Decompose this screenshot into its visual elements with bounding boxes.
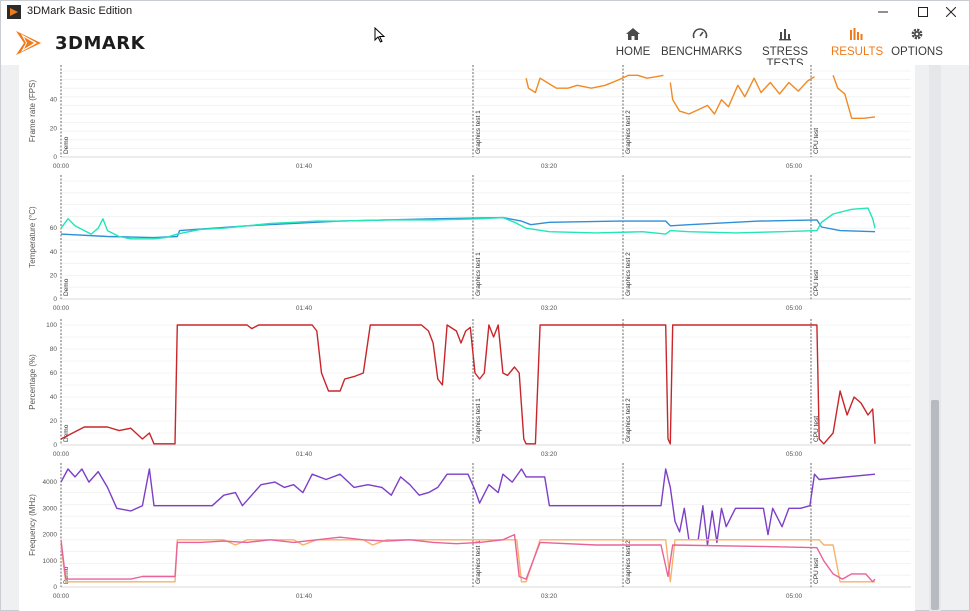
title-bar: 3DMark Basic Edition [1, 1, 969, 23]
y-axis-title: Temperature (°C) [28, 206, 37, 268]
series-line [60, 539, 875, 583]
x-tick-label: 03:20 [541, 451, 558, 458]
x-tick-label: 05:00 [786, 451, 803, 458]
x-tick-label: 00:00 [53, 593, 70, 600]
y-tick-label: 40 [50, 249, 58, 256]
test-marker-label: CPU test [813, 270, 820, 296]
vertical-scrollbar[interactable] [929, 65, 941, 611]
series-line [832, 75, 876, 119]
y-tick-label: 0 [53, 154, 57, 161]
app-header: 3DMARK HOME BENCHMARKS STRESS TESTS RESU… [1, 23, 969, 70]
series-line [525, 74, 664, 94]
nav-options[interactable]: OPTIONS [889, 25, 945, 65]
y-tick-label: 60 [50, 225, 58, 232]
x-tick-label: 00:00 [53, 305, 70, 312]
gear-icon [911, 28, 923, 40]
app-icon [7, 5, 21, 19]
test-marker-label: Graphics test 1 [475, 252, 482, 296]
y-tick-label: 40 [50, 97, 58, 104]
logo-mark-icon [16, 31, 41, 55]
x-tick-label: 05:00 [786, 305, 803, 312]
series-line [60, 324, 876, 445]
x-tick-label: 01:40 [296, 305, 313, 312]
scrollbar-thumb[interactable] [931, 400, 939, 610]
series-line [669, 76, 815, 115]
x-tick-label: 01:40 [296, 593, 313, 600]
nav-options-label: OPTIONS [891, 46, 943, 58]
series-line [60, 533, 876, 583]
logo-text: 3DMARK [55, 33, 146, 54]
nav-benchmarks-label: BENCHMARKS [661, 46, 743, 58]
x-tick-label: 01:40 [296, 163, 313, 170]
nav-results[interactable]: RESULTS [831, 25, 884, 65]
nav-stress-tests[interactable]: STRESS TESTS [747, 25, 823, 70]
minimize-icon [878, 11, 888, 13]
x-tick-label: 01:40 [296, 451, 313, 458]
x-tick-label: 00:00 [53, 163, 70, 170]
y-tick-label: 100 [46, 322, 57, 329]
results-icon [850, 28, 863, 40]
y-tick-label: 60 [50, 370, 58, 377]
x-tick-label: 05:00 [786, 593, 803, 600]
y-tick-label: 0 [53, 296, 57, 303]
y-tick-label: 4000 [43, 479, 58, 486]
test-marker-label: Demo [63, 278, 70, 296]
y-tick-label: 1000 [43, 558, 58, 565]
y-tick-label: 80 [50, 346, 58, 353]
monitoring-charts: 0 20 40 Frame rate (FPS) 00:00 01:40 03:20 05:0… [28, 65, 911, 600]
x-tick-label: 03:20 [541, 163, 558, 170]
test-marker-label: CPU test [813, 558, 820, 584]
nav-benchmarks[interactable]: BENCHMARKS [661, 25, 743, 65]
maximize-icon [918, 7, 928, 17]
x-tick-label: 03:20 [541, 593, 558, 600]
close-icon [946, 7, 956, 17]
nav-home-label: HOME [615, 46, 651, 58]
brand-logo[interactable]: 3DMARK [15, 28, 155, 60]
minimize-button[interactable] [863, 1, 903, 23]
y-axis-title: Percentage (%) [28, 354, 37, 410]
y-tick-label: 0 [53, 584, 57, 591]
test-marker-label: CPU test [813, 128, 820, 154]
y-tick-label: 2000 [43, 532, 58, 539]
test-marker-label: Graphics test 1 [475, 398, 482, 442]
gauge-icon [692, 28, 708, 39]
close-button[interactable] [931, 1, 970, 23]
test-marker-label: Demo [63, 566, 70, 584]
series-line [60, 216, 876, 239]
bar-chart-icon [779, 29, 791, 41]
test-marker-label: Graphics test 2 [625, 252, 632, 296]
maximize-button[interactable] [903, 1, 943, 23]
x-tick-label: 05:00 [786, 163, 803, 170]
test-marker-label: Graphics test 2 [625, 398, 632, 442]
nav-results-label: RESULTS [831, 46, 884, 58]
series-line [60, 207, 876, 240]
test-marker-label: Graphics test 1 [475, 110, 482, 154]
test-marker-label: Demo [63, 424, 70, 442]
test-marker-label: Demo [63, 136, 70, 154]
y-tick-label: 20 [50, 125, 58, 132]
series-line [60, 468, 876, 546]
home-icon [626, 28, 640, 40]
x-tick-label: 03:20 [541, 305, 558, 312]
test-marker-label: Graphics test 2 [625, 540, 632, 584]
y-axis-title: Frame rate (FPS) [28, 80, 37, 143]
y-tick-label: 20 [50, 418, 58, 425]
window-title: 3DMark Basic Edition [27, 5, 133, 17]
x-tick-label: 00:00 [53, 451, 70, 458]
nav-home[interactable]: HOME [613, 25, 653, 65]
y-tick-label: 40 [50, 394, 58, 401]
y-axis-title: Frequency (MHz) [28, 494, 37, 556]
results-panel: 0 20 40 Frame rate (FPS) 00:00 01:40 03:20 05:0… [19, 65, 915, 611]
y-tick-label: 3000 [43, 505, 58, 512]
test-marker-label: Graphics test 1 [475, 540, 482, 584]
test-marker-label: Graphics test 2 [625, 110, 632, 154]
y-tick-label: 20 [50, 272, 58, 279]
test-marker-label: CPU test [813, 416, 820, 442]
mouse-cursor-icon [374, 27, 386, 43]
y-tick-label: 0 [53, 442, 57, 449]
